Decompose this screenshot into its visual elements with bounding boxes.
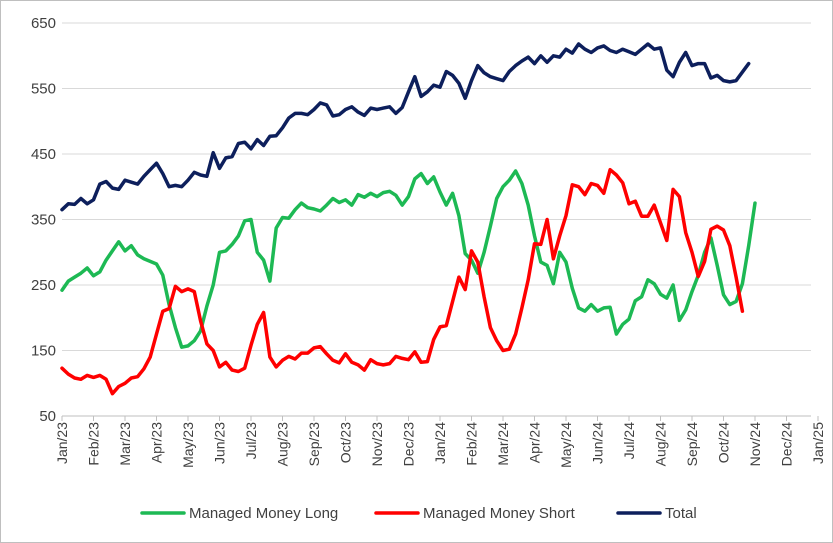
x-tick-label: Aug/23 — [275, 422, 291, 467]
legend: Managed Money Long Managed Money Short Tot… — [140, 505, 697, 522]
x-tick-label: Sep/24 — [684, 422, 700, 467]
series-line-total — [60, 42, 751, 212]
legend-label: Total — [665, 505, 697, 522]
y-tick-label: 350 — [31, 212, 56, 229]
x-tick-label: Sep/23 — [306, 422, 322, 467]
x-tick-label: Jul/24 — [621, 422, 637, 460]
y-tick-label: 450 — [31, 146, 56, 163]
x-tick-label: Mar/24 — [495, 422, 511, 466]
y-tick-label: 150 — [31, 343, 56, 360]
legend-item: Managed Money Long — [140, 505, 338, 522]
x-tick-label: Feb/23 — [86, 422, 102, 466]
y-tick-label: 250 — [31, 277, 56, 294]
legend-item: Managed Money Short — [374, 505, 576, 522]
x-tick-label: Mar/23 — [117, 422, 133, 466]
x-tick-label: Jan/23 — [54, 422, 70, 464]
legend-item: Total — [616, 505, 697, 522]
y-tick-label: 550 — [31, 81, 56, 98]
legend-label: Managed Money Long — [189, 505, 338, 522]
series-line-managed-money-short — [60, 167, 745, 396]
x-tick-label: Oct/24 — [716, 422, 732, 463]
x-tick-label: Feb/24 — [464, 422, 480, 466]
legend-label: Managed Money Short — [423, 505, 576, 522]
x-tick-label: Apr/23 — [149, 422, 165, 463]
x-tick-label: Nov/24 — [747, 422, 763, 467]
y-tick-label: 50 — [39, 408, 56, 425]
x-axis: Jan/23 Feb/23 Mar/23 Apr/23 May/23 Jun/23 Jul/… — [54, 415, 826, 468]
x-tick-label: Nov/23 — [369, 422, 385, 467]
x-tick-label: Jun/24 — [590, 422, 606, 464]
x-tick-label: Jan/24 — [432, 422, 448, 464]
x-tick-label: Jul/23 — [243, 422, 259, 460]
x-tick-label: May/24 — [558, 422, 574, 468]
x-tick-label: Jan/25 — [810, 422, 826, 464]
y-axis: 50 150 250 350 450 550 650 — [31, 15, 56, 425]
series-line-managed-money-long — [60, 169, 757, 349]
gridlines — [62, 22, 811, 417]
x-tick-label: May/23 — [180, 422, 196, 468]
x-tick-label: Oct/23 — [338, 422, 354, 463]
series-lines — [60, 42, 757, 396]
x-tick-label: Aug/24 — [653, 422, 669, 467]
x-tick-label: Dec/23 — [401, 422, 417, 467]
y-tick-label: 650 — [31, 15, 56, 32]
x-tick-label: Apr/24 — [527, 422, 543, 463]
x-tick-label: Dec/24 — [779, 422, 795, 467]
x-tick-label: Jun/23 — [212, 422, 228, 464]
